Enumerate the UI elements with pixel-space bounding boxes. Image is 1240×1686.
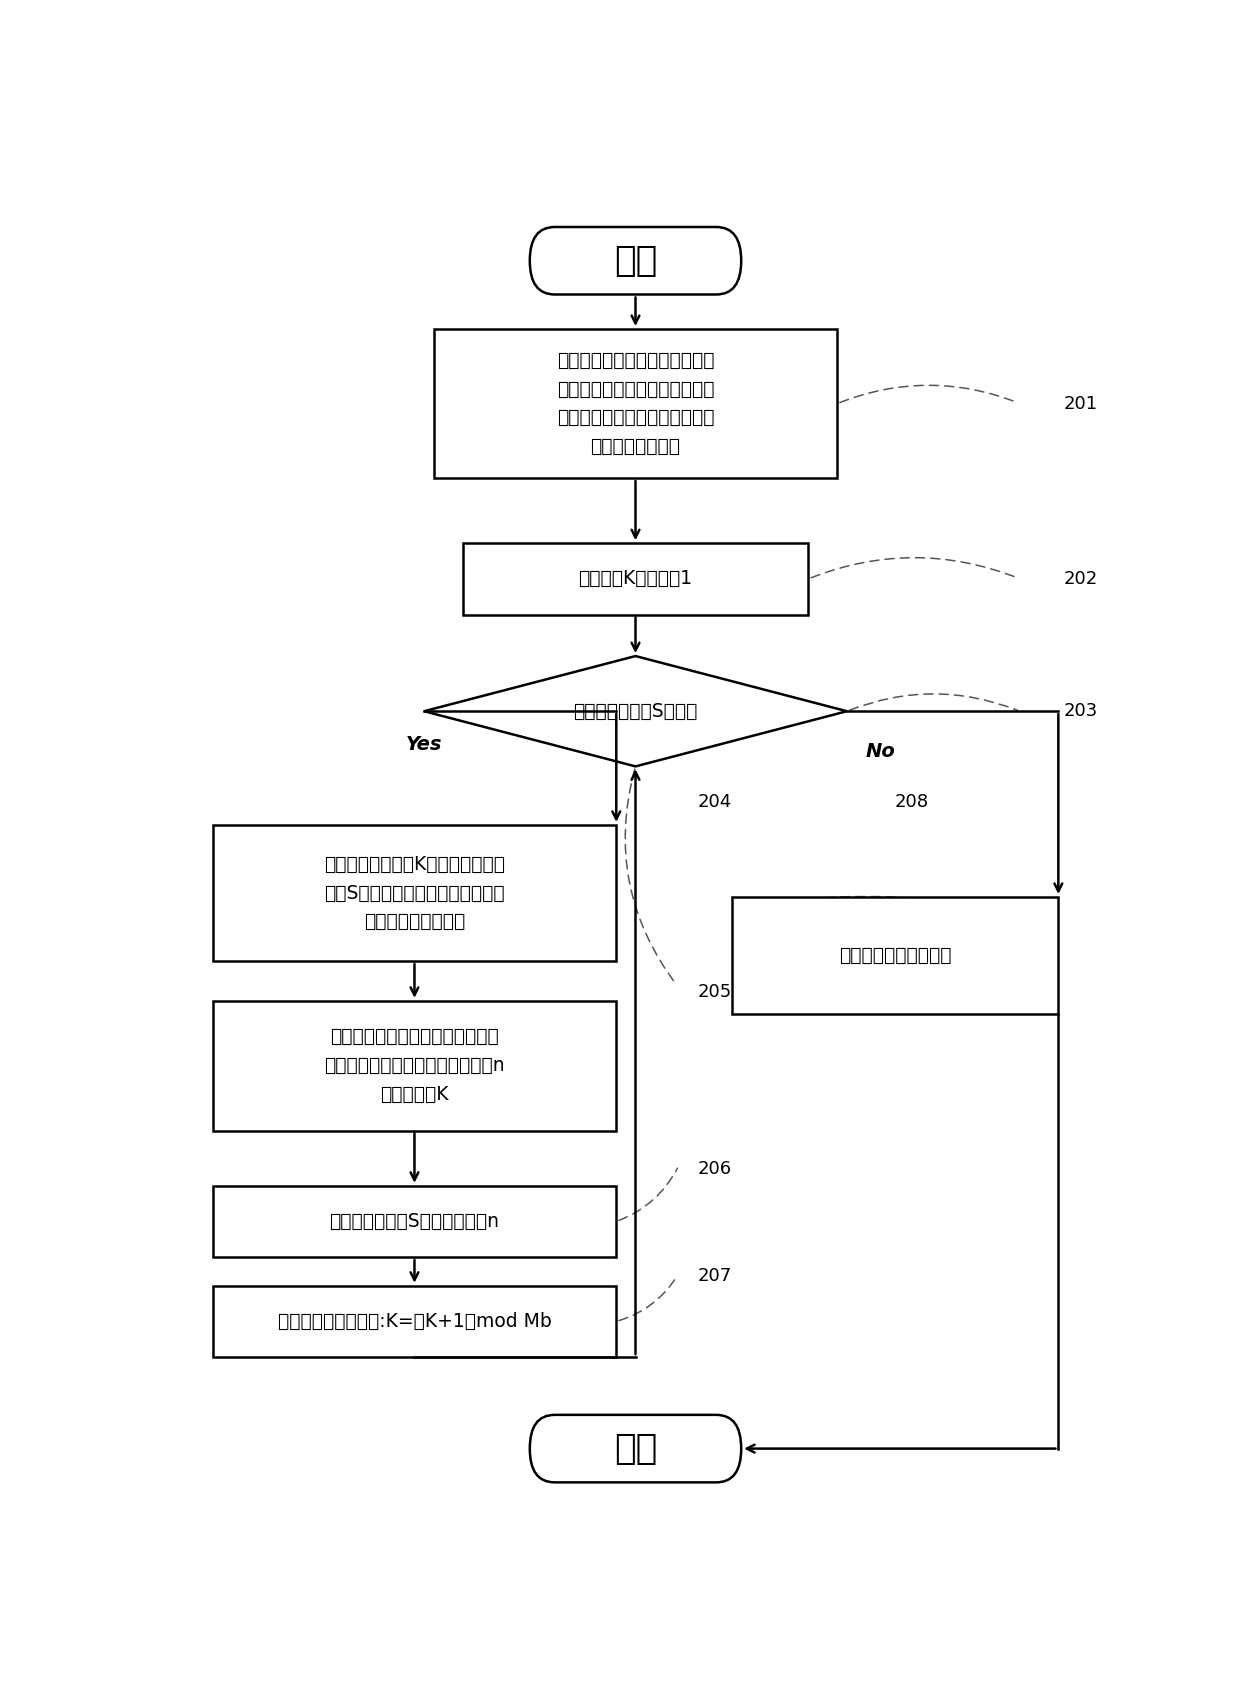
Text: 201: 201 [1063, 395, 1097, 413]
Text: 家庭基站登记接入用户，并按接
入先后顺序进行从小到大编号；
对所有可用子信道进行编号，组
成可用子信道集合: 家庭基站登记接入用户，并按接 入先后顺序进行从小到大编号； 对所有可用子信道进行… [557, 351, 714, 457]
Text: 家庭基站估计用户K通过可用子信道
集合S中的子信道到达基站的增益情
况和受到的干扰情况: 家庭基站估计用户K通过可用子信道 集合S中的子信道到达基站的增益情 况和受到的干… [324, 855, 505, 931]
Bar [732, 897, 1058, 1013]
Text: Yes: Yes [405, 735, 443, 754]
Text: 返回子信道分配的情况: 返回子信道分配的情况 [838, 946, 951, 964]
Text: 用户标记K初始化为1: 用户标记K初始化为1 [578, 570, 693, 588]
Bar [213, 1001, 616, 1131]
Text: 开始: 开始 [614, 244, 657, 278]
Text: 207: 207 [698, 1266, 732, 1285]
Text: 可用子信道集合S中去掉子信道n: 可用子信道集合S中去掉子信道n [330, 1212, 500, 1231]
Text: 结束: 结束 [614, 1431, 657, 1465]
Text: 203: 203 [1063, 703, 1097, 720]
Text: 206: 206 [698, 1160, 732, 1179]
Text: 家庭基站计算每个上行链路的能谱
效用函数值，将最大的那个子信道n
分配给用户K: 家庭基站计算每个上行链路的能谱 效用函数值，将最大的那个子信道n 分配给用户K [324, 1027, 505, 1104]
Bar [213, 1185, 616, 1258]
FancyBboxPatch shape [529, 228, 742, 295]
Text: 202: 202 [1063, 570, 1097, 588]
Text: 更新分配的用户编号:K=（K+1）mod Mb: 更新分配的用户编号:K=（K+1）mod Mb [278, 1312, 552, 1330]
Text: 可用子信道集合S不为空: 可用子信道集合S不为空 [573, 701, 698, 720]
Bar [213, 1286, 616, 1357]
Text: 205: 205 [698, 983, 732, 1000]
Bar [434, 329, 837, 479]
Text: No: No [866, 742, 895, 760]
Text: 204: 204 [698, 792, 732, 811]
Text: 208: 208 [895, 792, 929, 811]
Bar [463, 543, 808, 614]
Bar [213, 824, 616, 961]
Polygon shape [424, 656, 847, 767]
FancyBboxPatch shape [529, 1415, 742, 1482]
